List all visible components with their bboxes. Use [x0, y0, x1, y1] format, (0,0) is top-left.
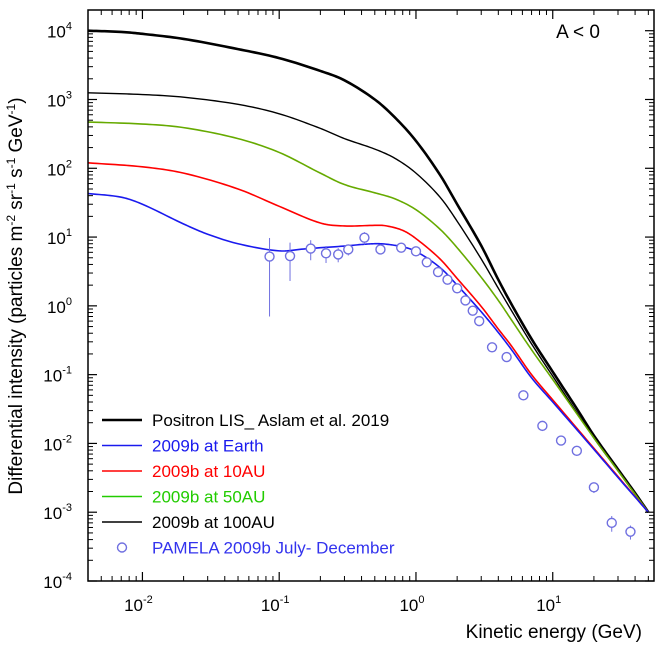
y-axis-label-exponent: -1 — [4, 103, 18, 114]
data-point — [442, 274, 453, 285]
tick-exponent: -1 — [280, 594, 290, 606]
tick-exponent: 1 — [66, 227, 72, 239]
tick-exponent: 0 — [66, 296, 72, 308]
data-point — [625, 526, 636, 537]
tick-base: 10 — [399, 596, 418, 615]
y-axis-label-exponent: -1 — [4, 183, 18, 194]
data-point — [375, 244, 386, 255]
y-tick-label: 102 — [47, 158, 72, 179]
data-point — [410, 246, 422, 257]
y-axis-label-part: sr — [6, 193, 27, 215]
legend: Positron LIS_ Aslam et al. 2019 2009b at … — [102, 411, 395, 558]
tick-exponent: 4 — [66, 21, 72, 33]
data-point — [606, 517, 617, 529]
tick-base: 10 — [47, 91, 66, 110]
data-point — [460, 295, 471, 306]
tick-exponent: -1 — [62, 365, 72, 377]
tick-exponent: -4 — [62, 571, 72, 583]
data-point — [571, 445, 583, 457]
legend-label: 2009b at 100AU — [152, 513, 275, 532]
data-point — [359, 232, 370, 243]
series-line-3 — [88, 162, 649, 513]
series-line-0 — [88, 29, 650, 513]
legend-label: Positron LIS_ Aslam et al. 2019 — [152, 411, 389, 430]
legend-swatch-marker — [116, 542, 128, 553]
data-point — [501, 351, 512, 363]
legend-label: 2009b at 50AU — [152, 488, 265, 507]
x-tick-label: 10-1 — [261, 594, 290, 615]
tick-base: 10 — [43, 504, 62, 523]
tick-base: 10 — [261, 596, 280, 615]
data-point — [320, 248, 332, 259]
y-axis-label-part: ) — [6, 97, 27, 103]
x-tick-label: 10-2 — [124, 594, 153, 615]
plot-frame — [87, 9, 655, 582]
data-point — [451, 283, 463, 294]
tick-base: 10 — [47, 229, 66, 248]
data-point — [588, 482, 600, 493]
data-point — [305, 243, 316, 254]
tick-base: 10 — [47, 298, 66, 317]
data-point — [474, 315, 485, 327]
y-tick-label: 104 — [47, 21, 72, 42]
y-tick-label: 10-3 — [43, 502, 72, 523]
tick-base: 10 — [47, 160, 66, 179]
data-point — [555, 435, 567, 446]
tick-exponent: 0 — [418, 594, 424, 606]
tick-exponent: -2 — [143, 594, 153, 606]
y-axis-label-exponent: -2 — [4, 215, 18, 226]
y-axis-label: Differential intensity (particles m-2 sr… — [4, 97, 27, 494]
data-point — [537, 420, 548, 432]
annotation-a-less-than-zero: A < 0 — [556, 22, 600, 43]
y-tick-label: 10-1 — [43, 365, 72, 386]
series-line-4 — [88, 192, 649, 513]
plot-content — [88, 29, 650, 540]
legend-label: 2009b at 10AU — [152, 462, 265, 481]
y-axis-label-part: GeV — [6, 114, 27, 158]
y-tick-label: 100 — [47, 296, 72, 317]
y-axis-label-part: Differential intensity (particles m — [6, 226, 27, 495]
tick-exponent: -3 — [62, 502, 72, 514]
data-point — [343, 244, 354, 255]
tick-base: 10 — [43, 435, 62, 454]
data-point — [432, 266, 444, 278]
data-point — [421, 257, 432, 268]
tick-base: 10 — [43, 573, 62, 592]
tick-base: 10 — [47, 23, 66, 42]
y-axis-label-exponent: -1 — [4, 157, 18, 168]
data-point — [518, 390, 529, 401]
tick-base: 10 — [536, 596, 555, 615]
data-point — [396, 242, 407, 253]
series-line-1 — [88, 92, 649, 513]
legend-label: PAMELA 2009b July- December — [152, 539, 395, 558]
y-axis-label-part: s — [6, 168, 27, 183]
y-tick-label: 101 — [47, 227, 72, 248]
data-point — [486, 342, 498, 353]
x-tick-label: 100 — [399, 594, 424, 615]
y-tick-label: 10-2 — [43, 433, 72, 454]
tick-base: 10 — [43, 367, 62, 386]
data-point — [467, 305, 478, 316]
tick-base: 10 — [124, 596, 143, 615]
data-point — [284, 250, 296, 262]
tick-exponent: 2 — [66, 158, 72, 170]
tick-exponent: -2 — [62, 433, 72, 445]
series-line-2 — [88, 121, 649, 513]
tick-exponent: 3 — [66, 89, 72, 101]
legend-label: 2009b at Earth — [152, 437, 264, 456]
tick-exponent: 1 — [555, 594, 561, 606]
x-axis-label: Kinetic energy (GeV) — [466, 622, 642, 643]
data-point — [332, 249, 344, 260]
y-tick-label: 10-4 — [43, 571, 72, 592]
data-point — [264, 251, 275, 262]
x-tick-label: 101 — [536, 594, 561, 615]
y-tick-label: 103 — [47, 89, 72, 110]
